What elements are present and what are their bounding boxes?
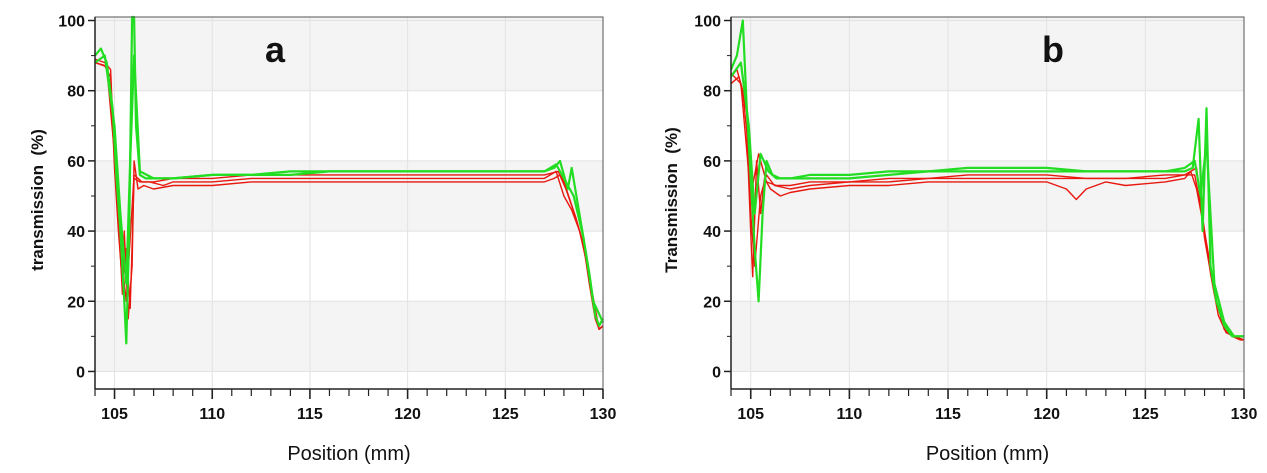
y-axis-title: Transmission (%) bbox=[662, 127, 681, 272]
y-tick-label: 20 bbox=[67, 294, 85, 311]
x-tick-label: 115 bbox=[297, 406, 323, 423]
y-tick-label: 60 bbox=[67, 154, 85, 171]
chart-panel-b: 0 20 40 60 80 100 105 110 115 120 125 130 Position (… bbox=[634, 0, 1267, 473]
series-line-5 bbox=[94, 54, 604, 323]
x-tick-label: 110 bbox=[199, 406, 225, 423]
x-axis-title: Position (mm) bbox=[926, 443, 1049, 465]
series-line-4 bbox=[94, 15, 604, 345]
background-band bbox=[731, 160, 1244, 232]
series-line-4 bbox=[729, 19, 1244, 338]
x-tick-label: 110 bbox=[836, 406, 862, 423]
x-tick-label: 125 bbox=[1132, 406, 1159, 423]
y-tick-label: 100 bbox=[58, 14, 85, 31]
x-tick-label: 105 bbox=[101, 406, 128, 423]
x-tick-label: 120 bbox=[1033, 406, 1060, 423]
series-line-5 bbox=[730, 61, 1244, 338]
y-tick-label: 80 bbox=[67, 84, 85, 101]
background-band bbox=[731, 301, 1244, 372]
background-band bbox=[95, 17, 603, 21]
x-tick-label: 105 bbox=[737, 406, 764, 423]
background-band bbox=[95, 301, 603, 372]
x-tick-label: 120 bbox=[394, 406, 421, 423]
background-band bbox=[95, 160, 603, 232]
x-tick-label: 125 bbox=[492, 406, 519, 423]
x-tick-label: 115 bbox=[935, 406, 961, 423]
chart-panel-a: 0 20 40 60 80 100 105 110 115 120 125 130 Position (… bbox=[0, 0, 633, 473]
background-band bbox=[95, 20, 603, 91]
panel-label: a bbox=[265, 29, 286, 70]
y-tick-label: 40 bbox=[703, 224, 721, 241]
background-band bbox=[731, 17, 1244, 21]
y-axis-title: transmission (%) bbox=[28, 129, 47, 271]
panel-label: b bbox=[1042, 29, 1064, 70]
x-axis-title: Position (mm) bbox=[287, 443, 410, 465]
x-tick-label: 130 bbox=[1231, 406, 1258, 423]
y-tick-label: 100 bbox=[694, 14, 721, 31]
y-tick-label: 80 bbox=[703, 84, 721, 101]
y-tick-label: 0 bbox=[712, 364, 721, 381]
chart-a-svg: 0 20 40 60 80 100 105 110 115 120 125 130 Position (… bbox=[28, 14, 617, 465]
background-band bbox=[731, 20, 1244, 91]
chart-b-svg: 0 20 40 60 80 100 105 110 115 120 125 130 Position (… bbox=[662, 14, 1258, 465]
y-tick-label: 40 bbox=[67, 224, 85, 241]
x-tick-label: 130 bbox=[590, 406, 617, 423]
y-tick-label: 0 bbox=[76, 364, 85, 381]
y-tick-label: 20 bbox=[703, 294, 721, 311]
y-tick-label: 60 bbox=[703, 154, 721, 171]
